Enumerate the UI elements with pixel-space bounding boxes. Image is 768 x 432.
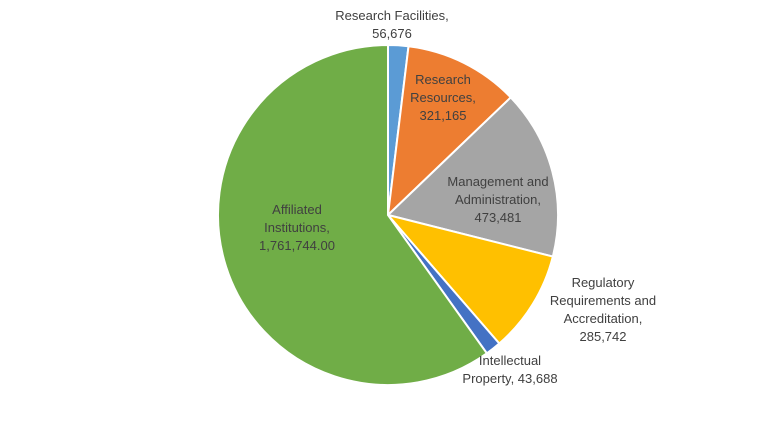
slice-label-regulatory-requirements-and-accreditation: Regulatory Requirements and Accreditation,…: [550, 275, 656, 344]
slice-label-research-facilities: Research Facilities, 56,676: [335, 8, 448, 41]
slice-label-management-and-administration: Management and Administration, 473,481: [447, 174, 548, 225]
pie-slice-research-resources: [386, 45, 513, 218]
slice-labels: Research Facilities, 56,676 Research Resour…: [259, 8, 656, 386]
pie-slice-affiliated-institutions: [217, 43, 489, 386]
pie-slice-management-and-administration: [386, 95, 559, 258]
slice-label-intellectual-property: Intellectual Property, 43,688: [462, 353, 557, 386]
slice-label-affiliated-institutions: Affiliated Institutions, 1,761,744.00: [259, 202, 335, 253]
pie-slices: [217, 43, 559, 386]
pie-slice-regulatory-requirements-and-accreditation: [385, 213, 555, 345]
slice-label-research-resources: Research Resources, 321,165: [410, 72, 476, 123]
